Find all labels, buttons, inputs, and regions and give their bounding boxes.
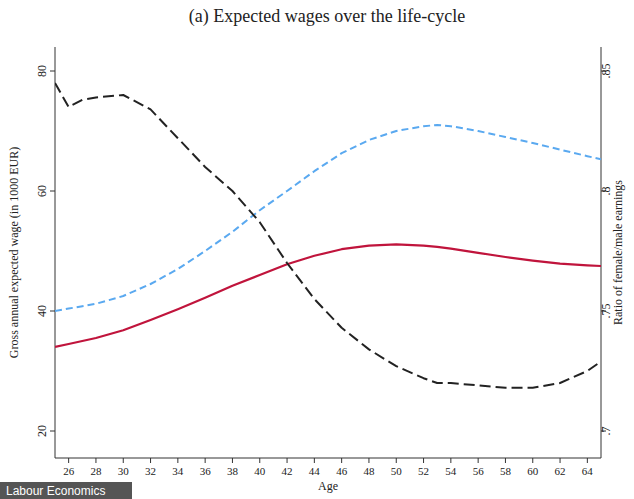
y-axis-label: Gross annual expected wage (in 1000 EUR) — [7, 147, 21, 358]
series-line — [55, 125, 601, 311]
x-tick — [232, 458, 233, 463]
x-tick-label: 60 — [527, 465, 539, 477]
source-badge — [0, 482, 132, 499]
y2-axis-line — [601, 47, 602, 458]
x-tick-label: 64 — [582, 465, 594, 477]
x-tick-label: 26 — [63, 465, 75, 477]
y-tick — [50, 71, 55, 72]
x-tick-label: 56 — [473, 465, 485, 477]
x-axis-label: Age — [318, 479, 338, 493]
x-tick-label: 52 — [418, 465, 429, 477]
x-tick-label: 32 — [145, 465, 156, 477]
x-tick-label: 62 — [555, 465, 566, 477]
x-tick — [423, 458, 424, 463]
x-tick-label: 36 — [200, 465, 212, 477]
x-tick — [478, 458, 479, 463]
x-tick — [177, 458, 178, 463]
x-tick-label: 30 — [118, 465, 130, 477]
y-tick — [50, 311, 55, 312]
x-tick — [259, 458, 260, 463]
x-tick-label: 42 — [282, 465, 293, 477]
x-tick — [560, 458, 561, 463]
x-tick-label: 28 — [90, 465, 102, 477]
x-tick — [368, 458, 369, 463]
x-tick — [450, 458, 451, 463]
y2-axis-label: Ratio of female/male earnings — [611, 180, 625, 325]
y-tick — [50, 191, 55, 192]
x-axis-line — [55, 458, 601, 459]
x-tick — [587, 458, 588, 463]
y2-tick-label: .85 — [599, 64, 613, 79]
y-tick-label: 20 — [35, 425, 49, 437]
x-tick — [150, 458, 151, 463]
x-tick-label: 40 — [254, 465, 266, 477]
background — [0, 0, 634, 499]
x-tick — [532, 458, 533, 463]
x-tick-label: 46 — [336, 465, 348, 477]
x-tick — [95, 458, 96, 463]
y-tick-label: 40 — [35, 305, 49, 317]
y-axis-line — [55, 47, 56, 458]
x-tick — [205, 458, 206, 463]
x-tick — [396, 458, 397, 463]
series-line — [55, 83, 601, 388]
y2-tick-label: .7 — [599, 427, 613, 436]
series-line — [55, 244, 601, 347]
x-tick-label: 34 — [172, 465, 184, 477]
x-tick — [505, 458, 506, 463]
x-tick-label: 38 — [227, 465, 239, 477]
x-tick — [123, 458, 124, 463]
x-tick-label: 44 — [309, 465, 321, 477]
x-tick-label: 58 — [500, 465, 512, 477]
source-label: Labour Economics — [6, 484, 105, 498]
x-tick-label: 54 — [445, 465, 457, 477]
x-tick-label: 48 — [363, 465, 375, 477]
y-tick-label: 60 — [35, 185, 49, 197]
y-tick-label: 80 — [35, 65, 49, 77]
y-tick — [50, 431, 55, 432]
x-tick — [287, 458, 288, 463]
x-tick — [314, 458, 315, 463]
plot-area — [55, 83, 601, 388]
x-tick-label: 50 — [391, 465, 403, 477]
chart: (a) Expected wages over the life-cycle 26… — [0, 0, 634, 499]
title: (a) Expected wages over the life-cycle — [189, 6, 465, 27]
x-tick — [68, 458, 69, 463]
x-tick — [341, 458, 342, 463]
